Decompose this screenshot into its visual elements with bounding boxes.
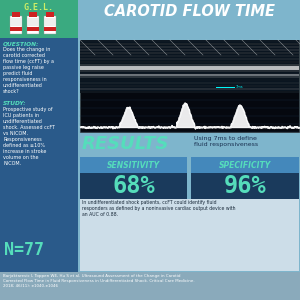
Text: Using 7ms to define
fluid responsiveness: Using 7ms to define fluid responsiveness xyxy=(194,136,258,147)
Bar xyxy=(80,49,299,51)
Bar xyxy=(80,55,299,57)
Bar xyxy=(80,85,299,87)
Text: In undifferentiated shock patients, ccFT could identify fluid
responders as defi: In undifferentiated shock patients, ccFT… xyxy=(82,200,236,218)
Bar xyxy=(80,40,299,93)
Text: 68%: 68% xyxy=(112,174,155,198)
Bar xyxy=(27,16,39,34)
Bar xyxy=(80,76,299,78)
Bar xyxy=(0,0,300,38)
Bar xyxy=(80,73,299,75)
Bar xyxy=(80,91,299,93)
Bar xyxy=(80,40,299,132)
Bar xyxy=(80,46,299,48)
Bar xyxy=(191,157,299,173)
Bar xyxy=(29,12,37,17)
Text: CAROTID FLOW TIME: CAROTID FLOW TIME xyxy=(103,4,274,19)
Bar xyxy=(80,58,299,60)
Bar xyxy=(0,272,300,300)
Text: STUDY:: STUDY: xyxy=(3,101,26,106)
Text: 7ms: 7ms xyxy=(236,85,243,89)
Bar xyxy=(80,74,299,76)
Text: 96%: 96% xyxy=(224,174,266,198)
Bar xyxy=(27,27,39,31)
Bar xyxy=(80,88,299,90)
Bar xyxy=(80,43,299,45)
Bar xyxy=(80,70,299,72)
Bar xyxy=(44,27,56,31)
Text: G.E.L.: G.E.L. xyxy=(24,3,54,12)
Bar xyxy=(80,67,299,69)
Text: Does the change in
carotid corrected
flow time (ccFT) by a
passive leg raise
pre: Does the change in carotid corrected flo… xyxy=(3,47,54,94)
Bar xyxy=(10,16,22,34)
Bar xyxy=(80,40,299,42)
Bar xyxy=(80,173,187,199)
Bar xyxy=(191,173,299,199)
Bar xyxy=(80,66,299,70)
Bar xyxy=(80,82,299,84)
Bar xyxy=(0,0,78,38)
Bar xyxy=(12,12,20,17)
Bar xyxy=(10,27,22,31)
Bar xyxy=(46,12,54,17)
Bar xyxy=(80,79,299,81)
Text: SPECIFICITY: SPECIFICITY xyxy=(219,160,271,169)
Text: N=77: N=77 xyxy=(4,241,44,259)
Bar xyxy=(28,18,38,26)
Bar xyxy=(80,52,299,54)
Bar xyxy=(0,38,78,272)
Text: QUESTION:: QUESTION: xyxy=(3,41,39,46)
Text: Barjaktarevic I, Toppen WE, Hu S et al. Ultrasound Assessment of the Change in C: Barjaktarevic I, Toppen WE, Hu S et al. … xyxy=(3,274,195,288)
Text: SENSITIVITY: SENSITIVITY xyxy=(107,160,160,169)
Bar xyxy=(80,199,299,271)
Bar xyxy=(11,18,21,26)
Text: RESULTS: RESULTS xyxy=(82,135,170,153)
Bar xyxy=(80,61,299,63)
Bar xyxy=(44,16,56,34)
Bar xyxy=(45,18,55,26)
Bar xyxy=(80,64,299,66)
Bar xyxy=(80,157,187,173)
Text: Prospective study of
ICU patients in
undifferentiated
shock. Assessed ccFT
vs NI: Prospective study of ICU patients in und… xyxy=(3,107,55,166)
